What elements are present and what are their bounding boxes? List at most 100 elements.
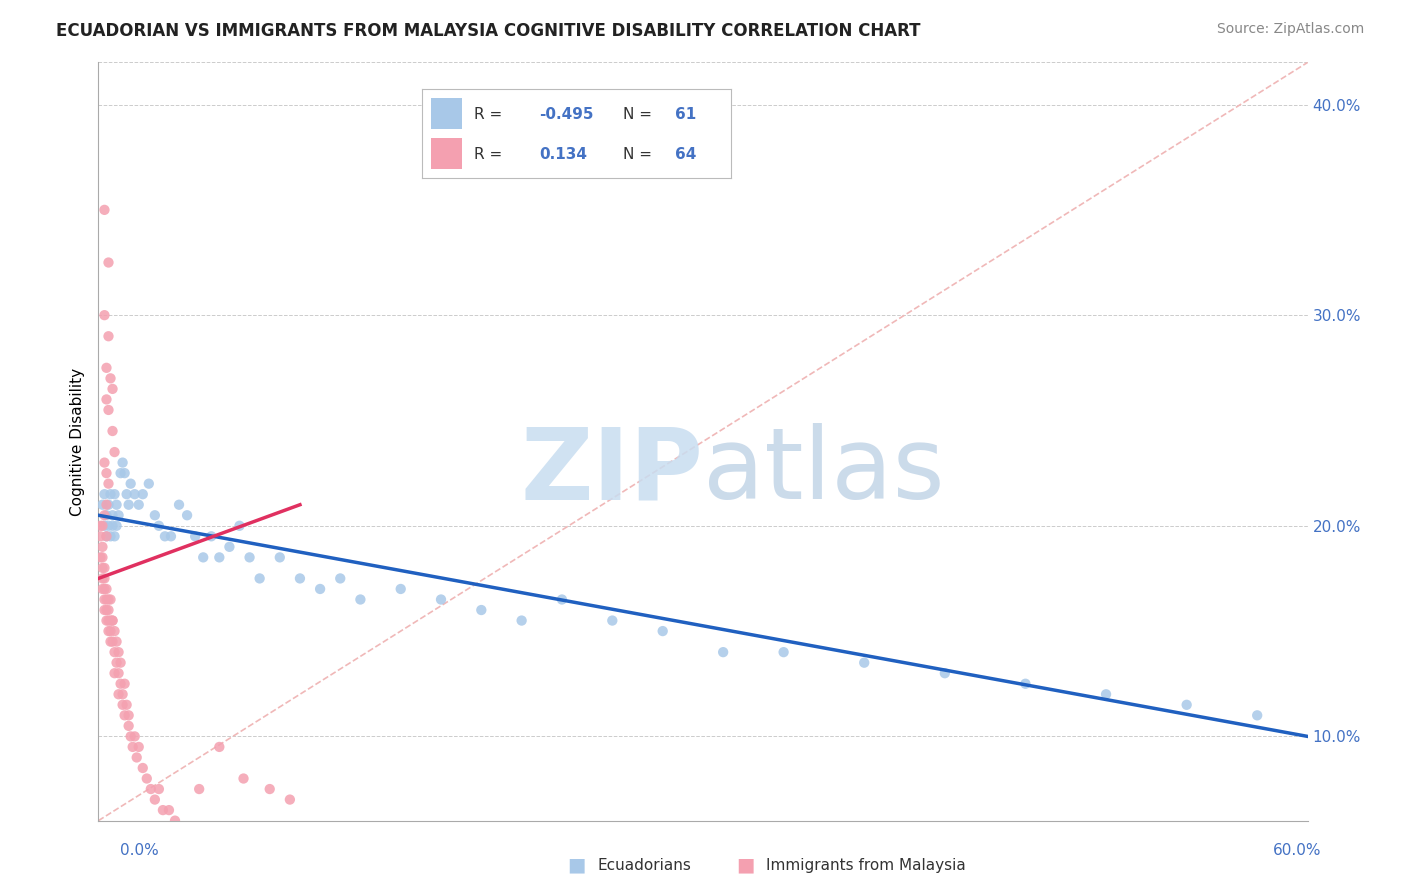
Point	[100, 614, 122, 628]
Point	[143, 508, 166, 523]
Point	[89, 518, 111, 533]
Point	[93, 561, 115, 575]
Point	[167, 498, 190, 512]
Text: 60.0%: 60.0%	[1274, 843, 1322, 858]
Point	[114, 677, 136, 691]
Point	[184, 529, 207, 543]
Point	[110, 656, 132, 670]
Text: 0.134: 0.134	[540, 147, 588, 161]
Point	[218, 540, 240, 554]
Point	[91, 540, 114, 554]
Point	[96, 582, 118, 596]
Point	[93, 582, 115, 596]
Point	[96, 592, 118, 607]
Point	[153, 529, 176, 543]
Point	[208, 739, 231, 754]
Point	[111, 687, 134, 701]
Point	[93, 308, 115, 322]
Point	[107, 645, 129, 659]
Point	[100, 634, 122, 648]
Text: N =: N =	[623, 147, 652, 161]
Point	[105, 498, 128, 512]
Point	[96, 392, 118, 407]
Point	[1095, 687, 1118, 701]
Point	[97, 614, 120, 628]
Point	[510, 614, 533, 628]
Point	[934, 666, 956, 681]
Point	[111, 456, 134, 470]
Point	[125, 750, 148, 764]
Point	[97, 329, 120, 343]
Point	[89, 529, 111, 543]
Point	[96, 603, 118, 617]
Point	[100, 592, 122, 607]
Point	[100, 371, 122, 385]
Point	[120, 730, 142, 744]
Point	[711, 645, 734, 659]
Point	[100, 487, 122, 501]
Text: Source: ZipAtlas.com: Source: ZipAtlas.com	[1216, 22, 1364, 37]
Point	[115, 698, 138, 712]
Point	[101, 424, 124, 438]
Point	[93, 571, 115, 585]
Point	[118, 719, 141, 733]
Point	[110, 677, 132, 691]
Point	[107, 666, 129, 681]
Point	[249, 571, 271, 585]
Point	[1014, 677, 1036, 691]
Point	[114, 466, 136, 480]
Point	[100, 624, 122, 639]
Point	[128, 498, 150, 512]
Point	[163, 814, 186, 828]
Point	[103, 624, 125, 639]
Point	[259, 782, 281, 797]
Point	[101, 634, 124, 648]
Point	[772, 645, 794, 659]
Text: 61: 61	[675, 107, 697, 121]
Text: 64: 64	[675, 147, 697, 161]
Point	[103, 445, 125, 459]
Point	[96, 508, 118, 523]
Text: ■: ■	[567, 855, 586, 875]
Point	[138, 476, 160, 491]
Point	[105, 518, 128, 533]
Point	[160, 529, 183, 543]
Point	[309, 582, 332, 596]
Point	[193, 550, 215, 565]
FancyBboxPatch shape	[432, 98, 463, 129]
Point	[103, 645, 125, 659]
Text: ZIP: ZIP	[520, 424, 703, 520]
Text: N =: N =	[623, 107, 652, 121]
Point	[93, 487, 115, 501]
Point	[132, 487, 155, 501]
Point	[93, 518, 115, 533]
Point	[200, 529, 222, 543]
Point	[101, 382, 124, 396]
Text: ECUADORIAN VS IMMIGRANTS FROM MALAYSIA COGNITIVE DISABILITY CORRELATION CHART: ECUADORIAN VS IMMIGRANTS FROM MALAYSIA C…	[56, 22, 921, 40]
Point	[157, 803, 180, 817]
Point	[602, 614, 624, 628]
Point	[148, 782, 170, 797]
Text: Ecuadorians: Ecuadorians	[598, 858, 692, 872]
Point	[101, 614, 124, 628]
Point	[105, 656, 128, 670]
Point	[118, 708, 141, 723]
Point	[101, 614, 124, 628]
Point	[111, 698, 134, 712]
Point	[115, 487, 138, 501]
Point	[103, 666, 125, 681]
Point	[120, 476, 142, 491]
Y-axis label: Cognitive Disability: Cognitive Disability	[69, 368, 84, 516]
Point	[114, 708, 136, 723]
Text: Immigrants from Malaysia: Immigrants from Malaysia	[766, 858, 966, 872]
FancyBboxPatch shape	[432, 138, 463, 169]
Point	[97, 403, 120, 417]
Point	[105, 634, 128, 648]
Point	[91, 518, 114, 533]
Point	[208, 550, 231, 565]
Text: atlas: atlas	[703, 424, 945, 520]
Point	[93, 592, 115, 607]
Point	[139, 782, 162, 797]
Point	[97, 498, 120, 512]
Point	[93, 202, 115, 217]
